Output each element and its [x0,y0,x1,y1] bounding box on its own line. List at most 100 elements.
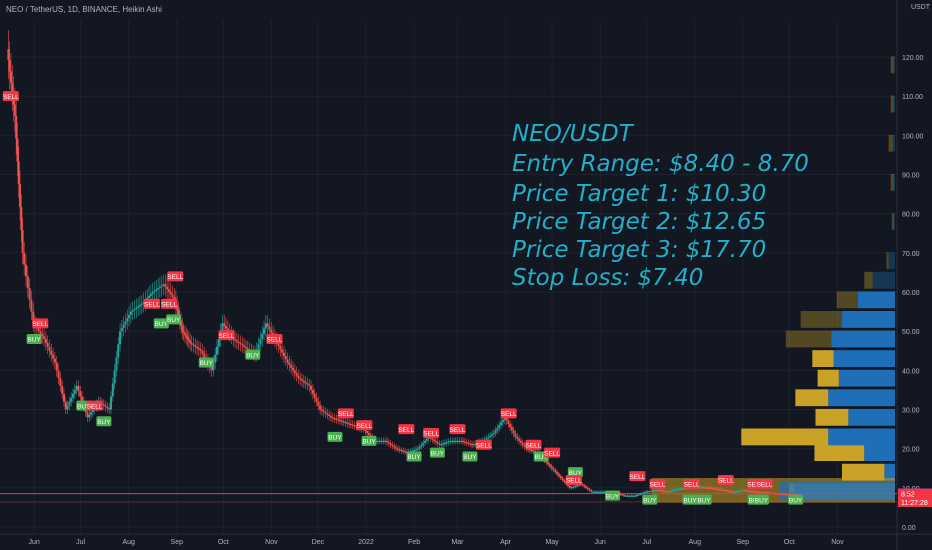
candle-body [279,346,282,350]
candle-body [733,491,736,493]
candle-body [367,433,370,435]
candle-body [8,60,11,72]
candle-body [68,401,71,406]
x-tick-label: May [545,539,559,546]
candle-body [235,340,238,342]
candle-body [335,418,338,420]
candle-body [215,346,218,355]
buy-signal-label: BUY [682,494,698,505]
candle-body [445,442,448,444]
sell-signal-label: SELL [423,428,439,438]
candle-body [133,308,136,311]
candle-body [37,328,40,332]
candle-body [277,342,280,347]
candle-body [720,489,723,491]
candle-body [393,446,396,448]
candle-body [550,466,553,469]
signal-badge [96,416,112,427]
volume-profile-blue-bar [893,56,895,74]
sell-signal-label: SELL [161,298,178,309]
candle-body [632,495,635,497]
annotation-line: NEO/USDT [512,121,633,147]
signal-text: SELL [544,450,560,457]
candle-body [131,310,134,312]
candle-body [623,495,626,497]
candle-body [214,354,217,363]
candle-body [102,404,105,406]
sell-signal-label: SELL [525,439,542,450]
candle-body [559,476,562,479]
signal-badge [161,298,178,309]
signal-badge [753,494,769,505]
candle-body [572,486,575,488]
candle-body [762,492,765,494]
candle-body [661,490,664,492]
x-tick-label: Nov [831,539,844,546]
candle-body [422,442,425,445]
signal-badge [398,424,415,435]
x-tick-label: Dec [312,539,325,546]
candle-body [24,264,27,277]
candle-body [19,184,22,208]
y-tick-label: 80.00 [902,212,920,219]
candle-body [243,345,246,347]
candle-body [496,427,499,431]
candle-body [487,436,490,439]
candle-body [583,485,586,487]
candle-body [449,440,452,443]
signal-badge [756,478,773,489]
candle-body [467,442,470,444]
candle-body [552,468,555,471]
signal-text: SELL [684,482,700,489]
signal-badge [266,334,283,344]
signal-badge [717,475,734,485]
sell-signal-label: SELL [398,424,415,435]
buy-signal-label: BUY [406,451,422,462]
candle-body [90,412,93,415]
candle-body [135,307,138,309]
candle-body [43,336,46,339]
candle-body [702,487,705,489]
candle-body [387,442,390,444]
x-tick-label: Oct [218,539,229,546]
candle-body [64,401,67,410]
candle-body [744,490,747,492]
candle-body [664,491,667,493]
candle-body [718,489,721,491]
signal-badge [682,494,698,505]
candle-body [50,350,53,355]
candle-body [671,490,674,492]
candle-body [630,495,633,497]
candle-body [433,439,436,441]
annotation-line: Price Target 3: $17.70 [512,237,767,263]
candle-body [155,289,158,291]
candle-body [366,431,369,433]
candle-body [217,339,220,347]
candle-body [662,490,665,492]
x-tick-label: 2022 [358,539,374,546]
candle-body [501,419,504,423]
candle-body [53,358,56,363]
candle-body [737,490,740,493]
candle-body [442,443,445,445]
candle-body [755,491,758,493]
candle-body [257,344,260,350]
candle-body [73,389,76,394]
candle-body [708,487,711,489]
sell-signal-label: SELL [475,439,492,450]
candle-body [454,440,457,443]
candle-body [192,344,195,346]
y-tick-label: 110.00 [902,94,923,101]
candle-body [234,339,237,341]
candle-body [261,333,264,339]
volume-profile-gold-bar [864,271,873,289]
candle-body [418,446,421,449]
candle-body [306,383,309,385]
candle-body [20,207,23,230]
signal-text: SELL [32,321,48,328]
candle-body [104,405,107,407]
candle-body [293,370,296,373]
candle-body [657,489,660,491]
candle-body [317,401,320,406]
